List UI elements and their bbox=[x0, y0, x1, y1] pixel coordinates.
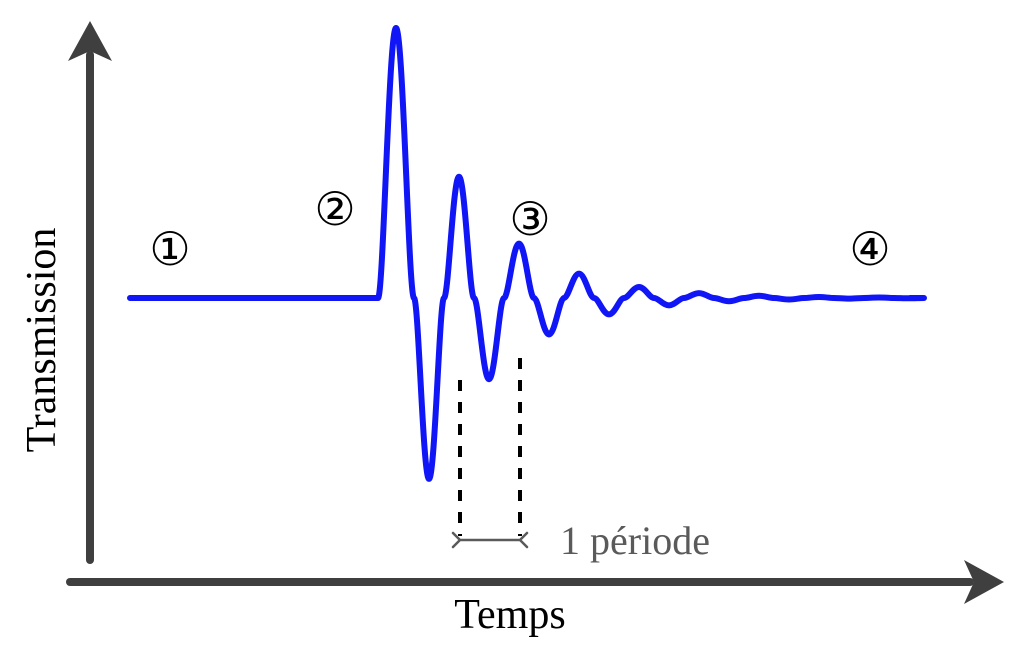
damped-oscillation-chart: Transmission Temps 1 période ① ② ③ ④ bbox=[0, 0, 1024, 663]
x-axis-label: Temps bbox=[454, 592, 565, 638]
phase-marker-4: ④ bbox=[849, 224, 890, 275]
y-axis-label: Transmission bbox=[19, 228, 65, 453]
phase-marker-1: ① bbox=[149, 224, 190, 275]
period-label: 1 période bbox=[560, 518, 710, 563]
phase-marker-2: ② bbox=[314, 184, 355, 235]
phase-marker-3: ③ bbox=[509, 194, 550, 245]
chart-background bbox=[0, 0, 1024, 663]
